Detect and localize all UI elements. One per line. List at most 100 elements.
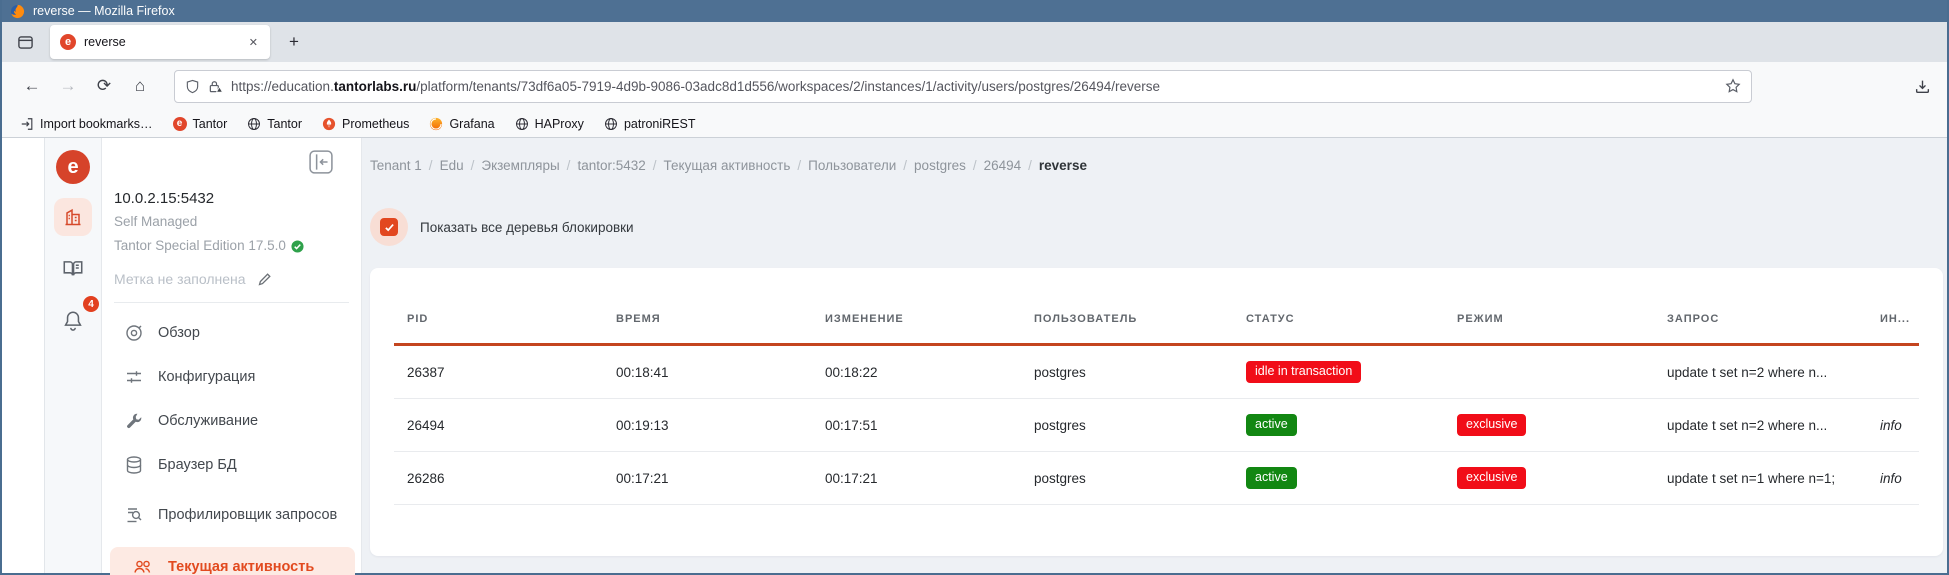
breadcrumb-item[interactable]: Edu — [439, 158, 464, 173]
tantor-logo[interactable]: e — [56, 150, 90, 184]
breadcrumb-item[interactable]: tantor:5432 — [577, 158, 646, 173]
sidebar-divider — [114, 302, 349, 303]
mode-badge: exclusive — [1457, 413, 1527, 437]
cell-info[interactable]: info — [1880, 417, 1902, 433]
edit-pencil-icon[interactable] — [256, 270, 274, 288]
instance-management: Self Managed — [114, 214, 198, 229]
bookmark-haproxy[interactable]: HAProxy — [507, 114, 592, 134]
column-header-status[interactable]: СТАТУС — [1246, 313, 1295, 325]
breadcrumb-item[interactable]: Текущая активность — [663, 158, 791, 173]
icon-rail: e 4 — [44, 138, 102, 573]
current-activity-icon — [134, 560, 151, 573]
bookmark-patronirest[interactable]: patroniREST — [596, 114, 704, 134]
back-button[interactable]: ← — [23, 76, 41, 95]
breadcrumb-item[interactable]: Экземпляры — [481, 158, 560, 173]
instance-label-placeholder: Метка не заполнена — [114, 271, 246, 287]
instance-edition: Tantor Special Edition 17.5.0 — [114, 238, 286, 253]
globe-icon — [248, 117, 261, 130]
breadcrumb-item[interactable]: Пользователи — [808, 158, 897, 173]
url-text[interactable]: https://education.tantorlabs.ru/platform… — [231, 78, 1161, 94]
column-header-query[interactable]: ЗАПРОС — [1667, 313, 1720, 325]
table-row[interactable]: 26286 00:17:21 00:17:21 postgres active … — [394, 452, 1919, 505]
cell-pid: 26387 — [407, 364, 445, 380]
window-title: reverse — Mozilla Firefox — [33, 4, 175, 18]
shield-icon[interactable] — [185, 79, 200, 94]
cell-user: postgres — [1034, 417, 1086, 433]
tab-reverse[interactable]: e reverse ✕ — [50, 25, 270, 59]
breadcrumb-item[interactable]: 26494 — [983, 158, 1022, 173]
sidebar-item-maintenance[interactable]: Обслуживание — [102, 399, 361, 443]
checkmark-icon — [384, 223, 394, 231]
status-badge: active — [1246, 466, 1297, 490]
bookmark-grafana[interactable]: Grafana — [421, 114, 502, 134]
column-header-pid[interactable]: PID — [407, 313, 429, 325]
sidebar-item-overview[interactable]: Обзор — [102, 311, 361, 355]
column-header-mode[interactable]: РЕЖИМ — [1457, 313, 1504, 325]
navigation-toolbar: ← → ⟳ ⌂ https://education.tantorlabs.ru/… — [2, 62, 1947, 110]
cell-pid: 26286 — [407, 470, 445, 486]
cell-time: 00:17:21 — [616, 470, 669, 486]
configuration-icon — [127, 371, 141, 383]
tantor-favicon: e — [60, 34, 76, 50]
title-bar: reverse — Mozilla Firefox — [2, 0, 1947, 22]
status-badge: idle in transaction — [1246, 360, 1362, 384]
cell-query: update t set n=1 where n=1; — [1667, 470, 1836, 486]
query-profiler-icon — [127, 508, 142, 523]
bookmark-prometheus[interactable]: Prometheus — [314, 114, 417, 134]
url-bar[interactable]: https://education.tantorlabs.ru/platform… — [174, 69, 1752, 103]
tab-bar: e reverse ✕ + — [2, 22, 1947, 62]
toolbar-save-icon[interactable] — [1914, 78, 1931, 95]
sidebar-item-db-browser[interactable]: Браузер БД — [102, 443, 361, 487]
collapse-sidebar-button[interactable] — [309, 150, 333, 174]
column-header-change[interactable]: ИЗМЕНЕНИЕ — [825, 313, 904, 325]
tab-title: reverse — [84, 35, 126, 49]
sidebar-item-configuration[interactable]: Конфигурация — [102, 355, 361, 399]
bookmark-star-icon[interactable] — [1725, 78, 1741, 94]
column-header-user[interactable]: ПОЛЬЗОВАТЕЛЬ — [1034, 313, 1138, 325]
sidebar-menu: Обзор Конфигурация Обслуживание Браузер … — [102, 303, 361, 575]
book-icon — [63, 261, 83, 276]
rail-item-docs[interactable] — [54, 250, 92, 288]
collapse-panel-icon — [309, 150, 333, 174]
lock-trees-checkbox-row: Показать все деревья блокировки — [370, 208, 1947, 246]
reload-button[interactable]: ⟳ — [96, 76, 112, 95]
left-gutter — [2, 138, 44, 573]
bookmark-tantor[interactable]: e Tantor — [165, 114, 236, 134]
globe-icon — [515, 117, 528, 130]
rail-item-notifications[interactable]: 4 — [54, 296, 99, 340]
instance-sidebar: 10.0.2.15:5432 Self Managed Tantor Speci… — [102, 138, 362, 575]
table-row[interactable]: 26494 00:19:13 00:17:51 postgres active … — [394, 399, 1919, 452]
bell-icon — [64, 311, 82, 331]
show-lock-trees-checkbox[interactable] — [380, 218, 398, 236]
firefox-view-button[interactable] — [8, 26, 42, 58]
wrench-icon — [127, 413, 142, 429]
bookmarks-toolbar: Import bookmarks… e Tantor Tantor Promet… — [2, 110, 1947, 138]
close-tab-icon[interactable]: ✕ — [248, 36, 258, 49]
breadcrumb: Tenant 1/ Edu / Экземпляры / tantor:5432/ … — [370, 158, 1087, 173]
column-header-info[interactable]: ИН... — [1880, 313, 1911, 325]
prometheus-icon — [322, 117, 336, 130]
main-area: Tenant 1/ Edu / Экземпляры / tantor:5432/ … — [362, 138, 1947, 573]
column-header-time[interactable]: ВРЕМЯ — [616, 313, 661, 325]
firefox-view-icon — [17, 35, 33, 49]
cell-info[interactable]: info — [1880, 470, 1902, 486]
checkbox-label: Показать все деревья блокировки — [420, 219, 634, 235]
firefox-icon — [10, 4, 25, 18]
sidebar-item-query-profiler[interactable]: Профилировщик запросов — [102, 487, 361, 543]
forward-button[interactable]: → — [59, 76, 77, 95]
status-badge: active — [1246, 413, 1297, 437]
import-bookmarks-button[interactable]: Import bookmarks… — [12, 114, 161, 134]
breadcrumb-item[interactable]: Tenant 1 — [370, 158, 422, 173]
home-button[interactable]: ⌂ — [134, 76, 146, 95]
lock-warning-icon[interactable] — [208, 79, 223, 94]
rail-item-instance[interactable] — [54, 198, 92, 236]
table-header-row: PID ВРЕМЯ ИЗМЕНЕНИЕ ПОЛЬЗОВАТЕЛЬ СТАТУС … — [394, 268, 1919, 346]
sidebar-item-current-activity[interactable]: Текущая активность — [110, 547, 355, 575]
cell-change: 00:17:51 — [825, 417, 878, 433]
breadcrumb-item[interactable]: postgres — [914, 158, 966, 173]
notifications-badge: 4 — [83, 296, 99, 312]
new-tab-button[interactable]: + — [289, 32, 299, 51]
bookmark-tantor-2[interactable]: Tantor — [239, 114, 310, 134]
database-icon — [126, 456, 142, 474]
table-row[interactable]: 26387 00:18:41 00:18:22 postgres idle in… — [394, 346, 1919, 399]
